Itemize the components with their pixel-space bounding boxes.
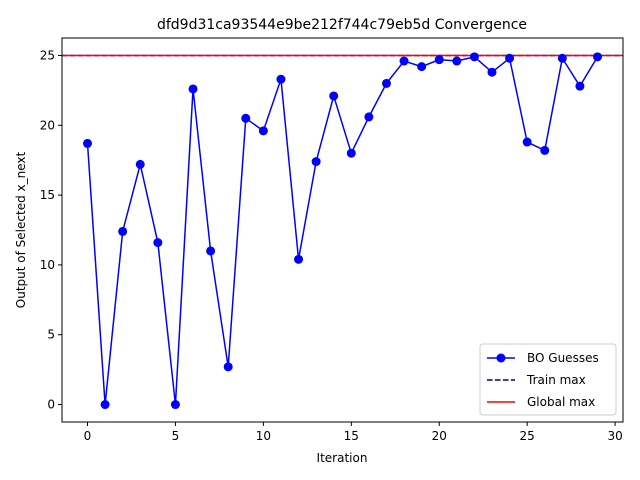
x-tick-label: 15 — [344, 429, 359, 443]
x-tick-label: 10 — [256, 429, 271, 443]
bo-guess-point — [206, 246, 216, 256]
bo-guess-point — [417, 62, 427, 72]
bo-guesses-line — [86, 56, 599, 406]
bo-guess-point — [540, 145, 550, 155]
axes-frame — [61, 37, 624, 423]
legend-label-train-max: Train max — [526, 373, 586, 387]
bo-guess-point — [593, 52, 602, 62]
x-tick-label: 0 — [84, 429, 92, 443]
bo-guess-point — [188, 84, 198, 94]
bo-guess-point — [100, 400, 110, 410]
bo-guess-point — [505, 53, 515, 63]
bo-guess-point — [399, 56, 409, 66]
bo-guess-point — [575, 81, 585, 91]
bo-guess-point — [434, 55, 444, 65]
bo-guess-point — [469, 52, 479, 62]
bo-guess-point — [83, 138, 92, 148]
bo-guess-point — [346, 148, 356, 158]
legend-marker-bo-guesses — [496, 353, 506, 363]
legend: BO Guesses Train max Global max — [479, 343, 617, 416]
bo-guess-point — [258, 126, 268, 136]
bo-guess-point — [311, 157, 321, 167]
y-tick-label: 25 — [40, 48, 55, 62]
y-tick-label: 0 — [47, 398, 55, 412]
x-axis-title: Iteration — [317, 451, 368, 465]
x-tick-label: 5 — [172, 429, 180, 443]
bo-guess-point — [294, 254, 304, 264]
bo-guess-point — [118, 226, 128, 236]
bo-guess-point — [170, 400, 180, 410]
bo-guess-point — [241, 113, 251, 123]
y-tick-label: 10 — [40, 258, 55, 272]
legend-box — [479, 343, 617, 416]
y-tick-label: 20 — [40, 118, 55, 132]
plot-area — [62, 52, 623, 410]
bo-guess-point — [329, 91, 339, 101]
legend-label-global-max: Global max — [527, 395, 595, 409]
chart-title: dfd9d31ca93544e9be212f744c79eb5d Converg… — [157, 17, 527, 33]
y-tick-label: 5 — [47, 328, 55, 342]
bo-guess-point — [381, 78, 391, 88]
bo-guess-point — [487, 67, 497, 77]
legend-label-bo-guesses: BO Guesses — [527, 351, 599, 365]
bo-guess-point — [135, 159, 145, 169]
bo-guess-point — [276, 74, 286, 84]
bo-guess-point — [153, 238, 163, 248]
x-tick-label: 25 — [520, 429, 535, 443]
axis-ticks: 0 5 10 15 20 25 30 0 5 10 15 20 25 — [40, 48, 623, 443]
bo-guess-point — [364, 112, 374, 122]
bo-guess-point — [557, 53, 567, 63]
y-axis-title: Output of Selected x_next — [14, 152, 28, 309]
x-tick-label: 20 — [432, 429, 447, 443]
x-tick-label: 30 — [607, 429, 622, 443]
bo-guess-point — [522, 137, 532, 147]
y-tick-label: 15 — [40, 188, 55, 202]
bo-guess-point — [452, 56, 462, 66]
bo-guess-point — [223, 362, 233, 372]
